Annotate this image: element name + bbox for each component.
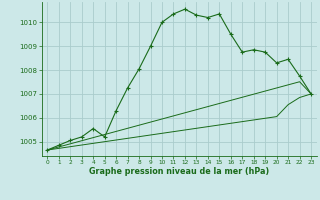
X-axis label: Graphe pression niveau de la mer (hPa): Graphe pression niveau de la mer (hPa): [89, 167, 269, 176]
